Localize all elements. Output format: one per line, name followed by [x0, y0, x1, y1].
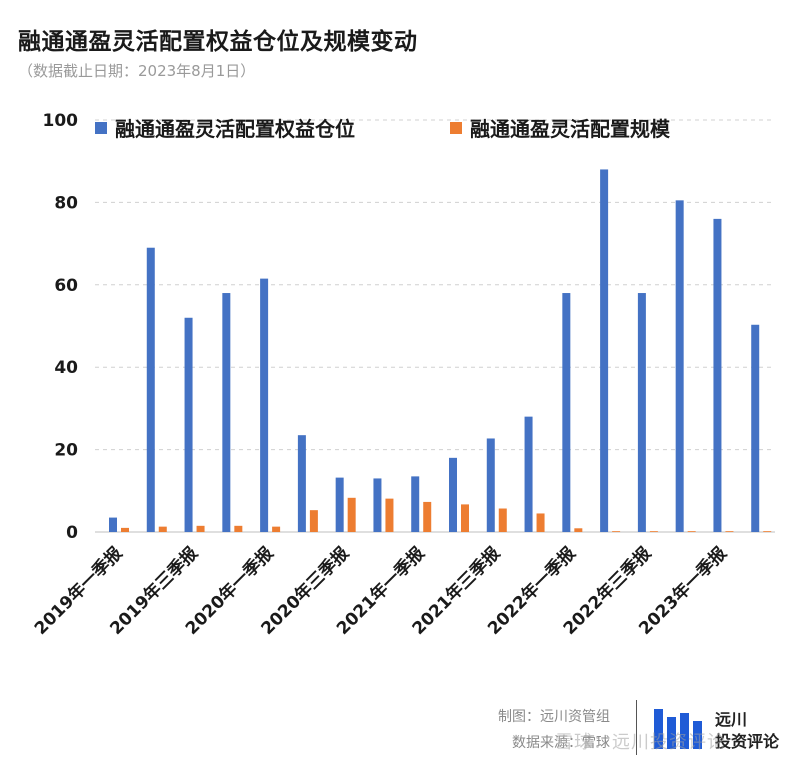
- bar: [449, 457, 457, 532]
- bar: [146, 247, 155, 532]
- footer-divider: [636, 700, 637, 755]
- bar: [649, 531, 658, 532]
- y-tick-label: 60: [54, 276, 78, 296]
- brand-name-line2: 投资评论: [715, 732, 780, 751]
- y-tick-label: 40: [54, 358, 78, 378]
- bar: [373, 478, 382, 532]
- y-tick-label: 100: [43, 111, 79, 131]
- bar: [574, 528, 583, 532]
- bar: [385, 498, 394, 532]
- bar: [600, 169, 609, 532]
- bar: [347, 497, 356, 532]
- bar: [272, 526, 281, 532]
- legend-label: 融通通盈灵活配置权益仓位: [115, 117, 355, 141]
- brand-name-line1: 远川: [715, 710, 748, 729]
- bar: [260, 278, 269, 532]
- bar: [486, 438, 495, 532]
- bar: [763, 531, 772, 532]
- bar: [751, 324, 760, 532]
- bar: [423, 501, 432, 532]
- chart-credit: 制图：远川资管组: [498, 709, 610, 725]
- bar: [524, 416, 533, 532]
- bar: [184, 317, 193, 532]
- bar: [461, 504, 469, 532]
- chart-subtitle: （数据截止日期：2023年8月1日）: [18, 62, 256, 80]
- bar: [687, 531, 696, 532]
- bar: [121, 527, 129, 532]
- bar: [309, 510, 318, 532]
- brand-logo-icon: [654, 709, 702, 749]
- legend-label: 融通通盈灵活配置规模: [470, 117, 671, 141]
- bar: [158, 526, 167, 532]
- y-tick-label: 20: [54, 441, 78, 461]
- y-tick-label: 80: [54, 193, 78, 213]
- bar: [335, 477, 344, 532]
- legend-swatch: [95, 122, 107, 134]
- bar: [297, 435, 306, 532]
- bar: [562, 293, 571, 532]
- watermark: 雪球：远川投资评论: [555, 732, 726, 753]
- bar: [612, 531, 621, 532]
- bar: [498, 508, 507, 532]
- bar: [536, 513, 545, 532]
- bar: [637, 293, 646, 532]
- bar: [675, 200, 684, 532]
- bar: [411, 476, 420, 532]
- y-tick-label: 0: [66, 523, 78, 543]
- bar: [713, 218, 722, 532]
- bar: [725, 531, 734, 532]
- bar: [222, 293, 231, 532]
- bar: [109, 517, 117, 532]
- data-source: 数据来源：雪球: [512, 735, 610, 751]
- chart-title: 融通通盈灵活配置权益仓位及规模变动: [18, 29, 418, 55]
- legend-swatch: [450, 122, 462, 134]
- bar: [234, 525, 243, 532]
- bar-chart: 0204060801002019年一季报2019年三季报2020年一季报2020…: [30, 111, 775, 639]
- bar: [196, 525, 205, 532]
